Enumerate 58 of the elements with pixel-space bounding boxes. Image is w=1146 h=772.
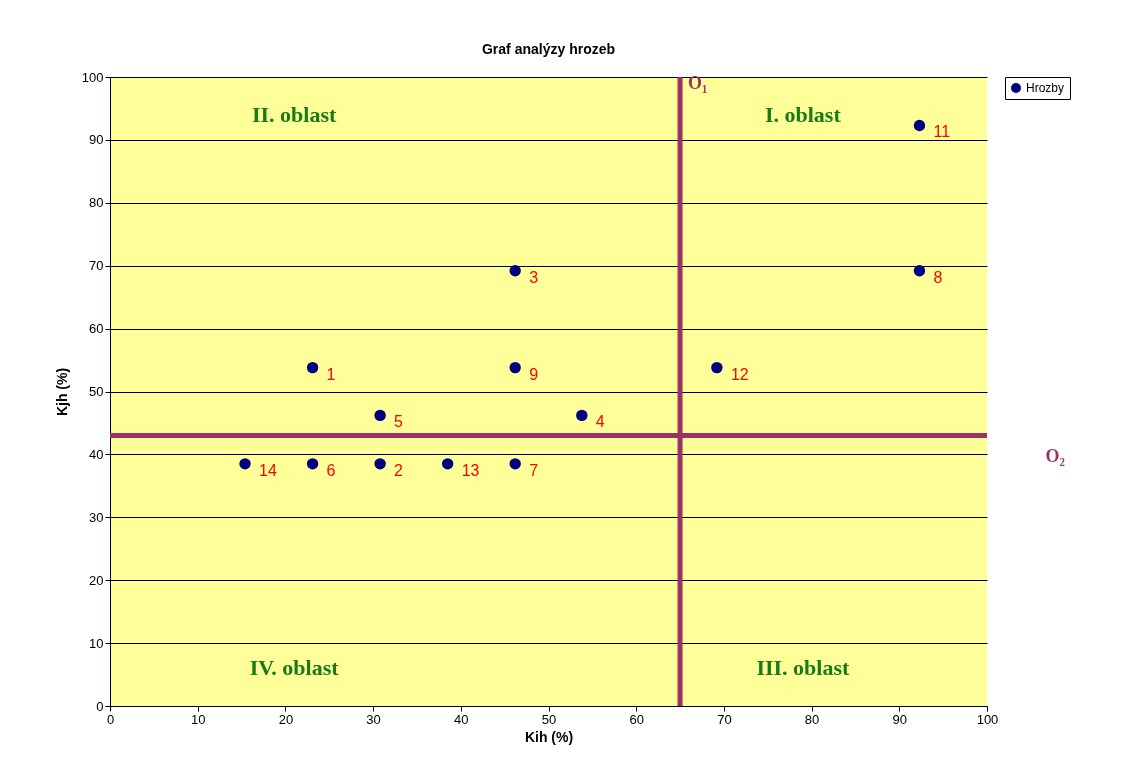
annotation: 3 [529, 268, 539, 286]
point [711, 361, 723, 374]
point [913, 119, 926, 132]
y-tick-label: 60 [89, 321, 104, 337]
point [374, 458, 386, 470]
point [509, 265, 521, 277]
y-tick-label: 100 [81, 69, 104, 85]
x-tick-label: 40 [454, 711, 469, 727]
chart-title: Graf analýzy hrozeb [481, 41, 616, 57]
legend-label: Hrozby [1026, 81, 1065, 95]
x-tick-label: 20 [278, 711, 294, 727]
x-tick-label: 70 [717, 711, 732, 727]
y-tick-label: 80 [89, 195, 104, 211]
annotation: 13 [461, 461, 480, 479]
x-tick-label: 10 [190, 711, 206, 727]
point [441, 458, 454, 470]
point [913, 265, 926, 277]
annotation: 2 [394, 461, 404, 479]
annotation: 8 [933, 268, 943, 286]
x-tick-label: 100 [976, 711, 999, 727]
y-tick-label: 10 [89, 635, 104, 651]
x-tick-label: 90 [892, 711, 908, 727]
x-tick-label: 0 [106, 711, 115, 727]
annotation: IV. oblast [249, 655, 340, 681]
annotation: 9 [529, 365, 539, 383]
annotation: 14 [259, 461, 277, 479]
y-tick-label: 90 [89, 132, 104, 148]
annotation: 1 [326, 365, 336, 383]
annotation: 6 [326, 461, 336, 479]
annotation: III. oblast [756, 655, 850, 681]
x-tick-label: 30 [366, 711, 381, 727]
x-tick-label: 50 [541, 711, 557, 727]
ref-line-label: O₂ [1045, 445, 1065, 466]
ref-line-label: O₁ [688, 73, 708, 93]
y-axis-title: Kjh (%) [53, 367, 70, 417]
x-axis-title: Kih (%) [524, 728, 574, 745]
point [509, 361, 521, 374]
point [306, 458, 319, 470]
annotation: 7 [529, 461, 539, 479]
point [374, 409, 386, 422]
annotation: 5 [394, 413, 404, 431]
x-tick-label: 60 [629, 711, 644, 727]
point [576, 409, 588, 422]
annotation: II. oblast [251, 101, 338, 127]
annotation: 12 [730, 365, 749, 383]
y-tick-label: 70 [89, 258, 104, 274]
annotation: 11 [933, 123, 951, 141]
y-tick-label: 30 [89, 509, 104, 525]
x-tick-label: 80 [804, 711, 820, 727]
annotation: 4 [595, 413, 605, 431]
point [306, 361, 319, 374]
y-tick-label: 40 [89, 446, 104, 462]
y-tick-label: 50 [89, 384, 104, 399]
point [239, 458, 251, 470]
point [509, 458, 521, 470]
y-tick-label: 0 [96, 698, 104, 714]
y-tick-label: 20 [89, 572, 104, 588]
annotation: I. oblast [764, 101, 842, 127]
